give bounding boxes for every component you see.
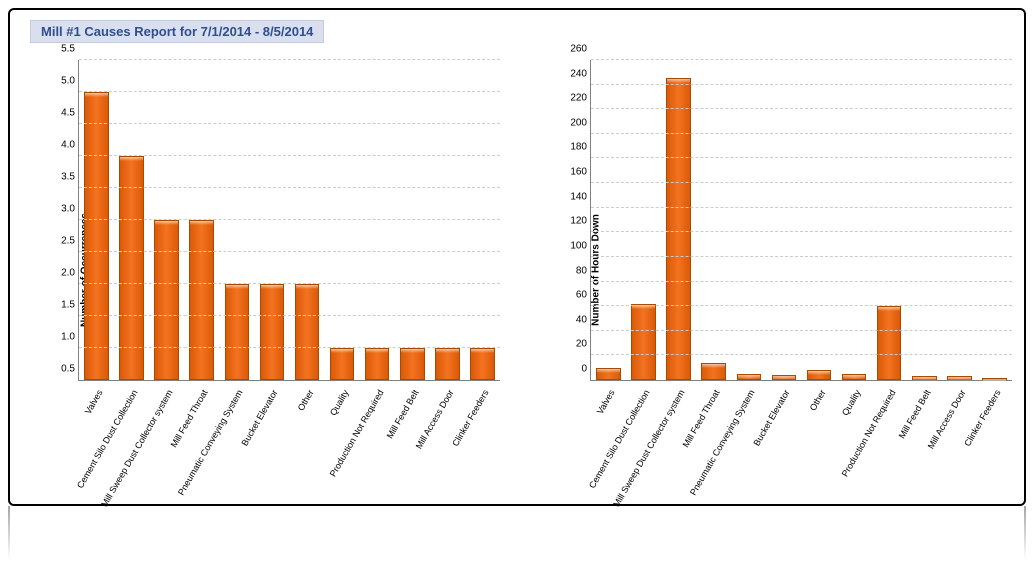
y-tick-label: 220	[570, 93, 587, 104]
grid-line	[591, 207, 1012, 208]
bar	[260, 284, 285, 380]
bar	[470, 348, 495, 380]
y-tick-label: 120	[570, 216, 587, 227]
hours-down-chart: Number of Hours Down 0204060801001201401…	[542, 50, 1022, 490]
grid-line	[79, 283, 500, 284]
y-tick-label: 200	[570, 117, 587, 128]
bar	[737, 374, 762, 380]
bar	[295, 284, 320, 380]
y-tick-label: 2.5	[61, 236, 75, 247]
bar-wrap	[114, 60, 149, 380]
bar	[330, 348, 355, 380]
bar-wrap	[184, 60, 219, 380]
y-tick-label: 5.0	[61, 76, 75, 87]
bar	[365, 348, 390, 380]
bar	[225, 284, 250, 380]
y-tick-label: 5.5	[61, 44, 75, 55]
bar	[84, 92, 109, 380]
grid-line	[591, 256, 1012, 257]
bar	[982, 378, 1007, 380]
y-tick-label: 20	[576, 339, 587, 350]
panel-reflection: ValvesCement Silo Dust CollectionMill Sw…	[8, 506, 1026, 566]
grid-line	[79, 59, 500, 60]
grid-line	[591, 305, 1012, 306]
grid-line	[79, 251, 500, 252]
bar	[631, 304, 656, 380]
bar	[912, 376, 937, 380]
left-plot-area: 0.51.01.52.02.53.03.54.04.55.05.5	[78, 60, 500, 381]
y-tick-label: 2.0	[61, 268, 75, 279]
grid-line	[591, 330, 1012, 331]
bar	[666, 78, 691, 380]
grid-line	[79, 187, 500, 188]
left-bars	[79, 60, 500, 380]
bar	[772, 375, 797, 380]
grid-line	[79, 155, 500, 156]
grid-line	[591, 182, 1012, 183]
bar	[701, 363, 726, 380]
grid-line	[79, 91, 500, 92]
y-tick-label: 260	[570, 44, 587, 55]
y-tick-label: 180	[570, 142, 587, 153]
y-tick-label: 1.5	[61, 300, 75, 311]
bar-wrap	[395, 60, 430, 380]
grid-line	[591, 59, 1012, 60]
bar	[154, 220, 179, 380]
y-tick-label: 1.0	[61, 332, 75, 343]
y-tick-label: 3.0	[61, 204, 75, 215]
y-tick-label: 60	[576, 290, 587, 301]
grid-line	[591, 84, 1012, 85]
bar	[435, 348, 460, 380]
y-tick-label: 160	[570, 167, 587, 178]
report-canvas: Mill #1 Causes Report for 7/1/2014 - 8/5…	[0, 0, 1034, 569]
y-tick-label: 100	[570, 240, 587, 251]
grid-line	[591, 133, 1012, 134]
y-tick-label: 3.5	[61, 172, 75, 183]
y-tick-label: 140	[570, 191, 587, 202]
bar-wrap	[430, 60, 465, 380]
bar-wrap	[79, 60, 114, 380]
grid-line	[79, 123, 500, 124]
bar-wrap	[289, 60, 324, 380]
grid-line	[591, 354, 1012, 355]
y-tick-label: 80	[576, 265, 587, 276]
bar-wrap	[149, 60, 184, 380]
bar	[842, 374, 867, 380]
bar	[807, 370, 832, 380]
y-tick-label: 4.0	[61, 140, 75, 151]
bar	[947, 376, 972, 380]
grid-line	[591, 157, 1012, 158]
bar	[596, 368, 621, 380]
bar-wrap	[219, 60, 254, 380]
report-title: Mill #1 Causes Report for 7/1/2014 - 8/5…	[30, 20, 324, 43]
y-tick-label: 240	[570, 68, 587, 79]
grid-line	[591, 231, 1012, 232]
right-plot-area: 020406080100120140160180200220240260	[590, 60, 1012, 381]
bar	[400, 348, 425, 380]
y-tick-label: 0.5	[61, 364, 75, 375]
grid-line	[79, 219, 500, 220]
grid-line	[591, 108, 1012, 109]
grid-line	[79, 347, 500, 348]
bar	[189, 220, 214, 380]
grid-line	[591, 281, 1012, 282]
bar-wrap	[465, 60, 500, 380]
bar-wrap	[325, 60, 360, 380]
grid-line	[79, 315, 500, 316]
occurrences-chart: Number of Occurrences 0.51.01.52.02.53.0…	[30, 50, 510, 490]
chart-panel: Mill #1 Causes Report for 7/1/2014 - 8/5…	[8, 8, 1026, 506]
bar	[877, 306, 902, 380]
y-tick-label: 40	[576, 314, 587, 325]
bar-wrap	[360, 60, 395, 380]
y-tick-label: 0	[581, 364, 587, 375]
y-tick-label: 4.5	[61, 108, 75, 119]
bar-wrap	[254, 60, 289, 380]
